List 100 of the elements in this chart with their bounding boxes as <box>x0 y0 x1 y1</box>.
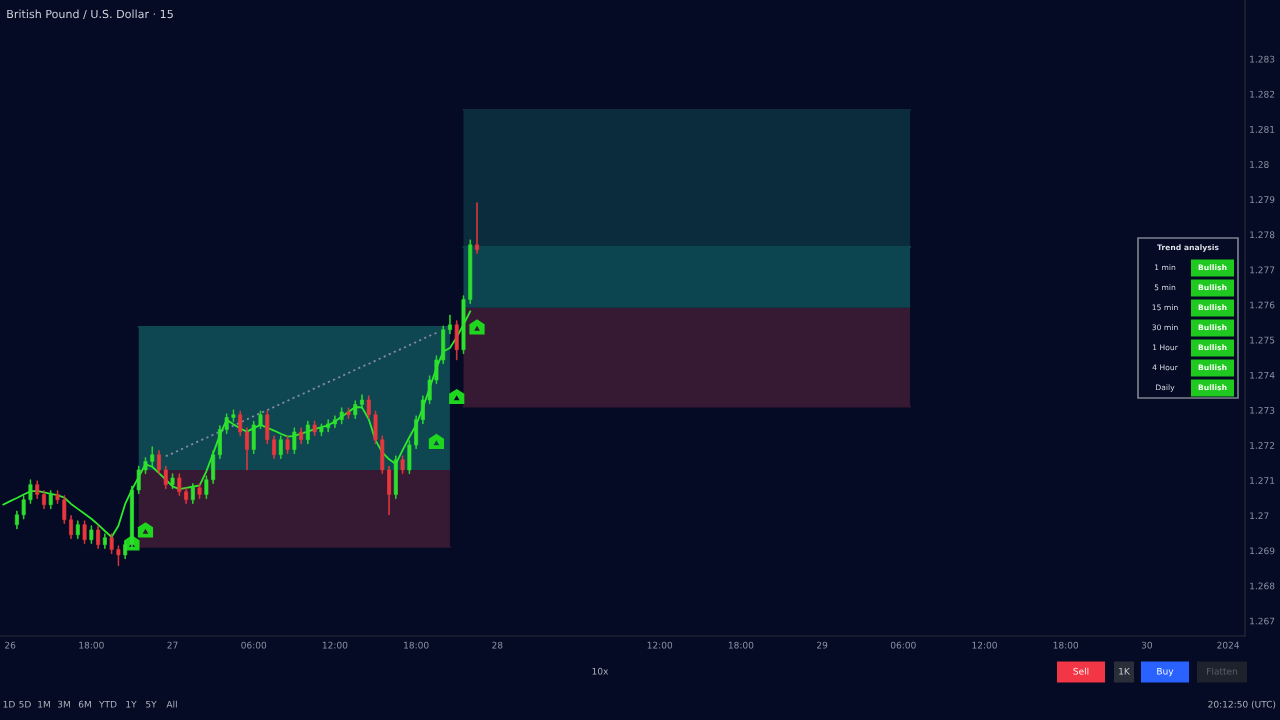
x-tick-label: 06:00 <box>890 641 916 649</box>
text: Sell <box>1073 667 1089 675</box>
candlestick <box>75 520 80 540</box>
candlestick <box>28 479 33 504</box>
candlestick <box>157 450 161 475</box>
candlestick <box>62 495 67 524</box>
candlestick <box>373 410 378 445</box>
candlestick <box>454 320 459 361</box>
y-tick-label: 1.281 <box>1250 125 1275 133</box>
candlestick <box>14 510 19 530</box>
y-tick-label: 1.283 <box>1250 55 1275 63</box>
text: British Pound / U.S. Dollar · 15 <box>7 9 173 20</box>
candlestick <box>380 435 385 475</box>
candlestick <box>150 446 155 467</box>
candlestick <box>55 490 60 504</box>
y-tick-label: 1.275 <box>1250 336 1275 344</box>
text: 1M <box>38 700 50 708</box>
candlestick <box>414 415 419 450</box>
text: 5Y <box>146 700 157 708</box>
candlestick <box>82 520 87 544</box>
candlestick <box>89 525 94 544</box>
candlestick <box>319 423 324 437</box>
text: 6M <box>78 700 91 708</box>
point <box>137 522 154 538</box>
x-tick-label: 30 <box>1141 641 1153 649</box>
y-tick-label: 1.28 <box>1250 161 1269 168</box>
candlestick <box>116 545 121 567</box>
candlestick <box>434 355 439 385</box>
y-tick-label: 1.278 <box>1250 231 1275 239</box>
candlestick <box>441 325 446 365</box>
candlestick <box>35 480 40 500</box>
candlestick <box>184 487 189 504</box>
candlestick <box>332 415 337 429</box>
x-tick-label: 06:00 <box>241 641 267 649</box>
candlestick <box>393 455 398 500</box>
candlestick <box>339 407 344 425</box>
text: 5D <box>19 700 31 708</box>
candlestick <box>245 427 249 471</box>
candlestick <box>123 540 128 560</box>
candlestick <box>143 457 148 475</box>
candlestick <box>326 419 331 433</box>
y-tick-label: 1.272 <box>1250 442 1275 449</box>
candlestick <box>224 413 229 435</box>
text: 1D <box>3 700 15 708</box>
candlestick <box>265 410 270 445</box>
x-tick-label: 2024 <box>1217 641 1240 649</box>
candlestick <box>305 420 310 445</box>
text: Buy <box>1157 667 1174 677</box>
candlestick <box>346 407 351 419</box>
candlestick <box>204 475 209 500</box>
candlestick <box>238 410 243 437</box>
y-tick-label: 1.274 <box>1250 371 1275 379</box>
y-tick-label: 1.27 <box>1250 512 1269 519</box>
text: 3M <box>57 700 70 708</box>
point <box>449 388 465 405</box>
x-tick-label: 29 <box>817 641 828 649</box>
text: 10x <box>592 667 609 675</box>
candlestick <box>312 420 317 437</box>
candlestick <box>21 495 26 520</box>
y-tick-label: 1.271 <box>1250 477 1275 484</box>
y-tick-label: 1.279 <box>1250 196 1275 204</box>
candlestick <box>231 409 236 423</box>
text: 1K <box>1119 667 1131 675</box>
candlestick <box>475 202 479 254</box>
x-tick-label: 28 <box>492 641 503 649</box>
candlestick <box>366 395 371 419</box>
candlestick <box>69 515 74 540</box>
text: 1Y <box>126 700 137 708</box>
candlestick <box>177 473 182 496</box>
x-tick-label: 26 <box>5 641 16 649</box>
text: YTD <box>98 700 117 708</box>
line-series <box>164 332 438 458</box>
x-tick-label: 27 <box>167 641 178 649</box>
y-tick-label: 1.277 <box>1250 266 1275 274</box>
candlestick <box>468 239 473 305</box>
point <box>428 433 445 450</box>
candlestick <box>109 533 114 555</box>
candlestick <box>285 435 290 455</box>
candlestick <box>217 425 222 459</box>
candlestick <box>211 450 216 484</box>
candlestick <box>292 427 297 455</box>
y-tick-label: 1.276 <box>1250 301 1275 309</box>
candlestick <box>420 395 425 425</box>
x-tick-label: 18:00 <box>404 641 429 649</box>
candlestick <box>353 400 358 419</box>
candlestick <box>251 420 256 455</box>
x-tick-label: 12:00 <box>647 641 673 649</box>
candlestick <box>170 473 175 490</box>
text: 20:12:50 (UTC) <box>1208 700 1276 709</box>
candlestick <box>447 314 452 335</box>
y-tick-label: 1.267 <box>1250 617 1275 625</box>
x-tick-label: 18:00 <box>1053 641 1079 649</box>
candlestick <box>136 465 141 495</box>
x-tick-label: 18:00 <box>79 641 104 649</box>
candlestick <box>299 427 304 445</box>
candlestick <box>278 435 283 459</box>
y-tick-label: 1.282 <box>1250 90 1275 98</box>
y-tick-label: 1.268 <box>1250 582 1275 590</box>
candlestick <box>407 440 412 475</box>
point <box>469 319 485 335</box>
